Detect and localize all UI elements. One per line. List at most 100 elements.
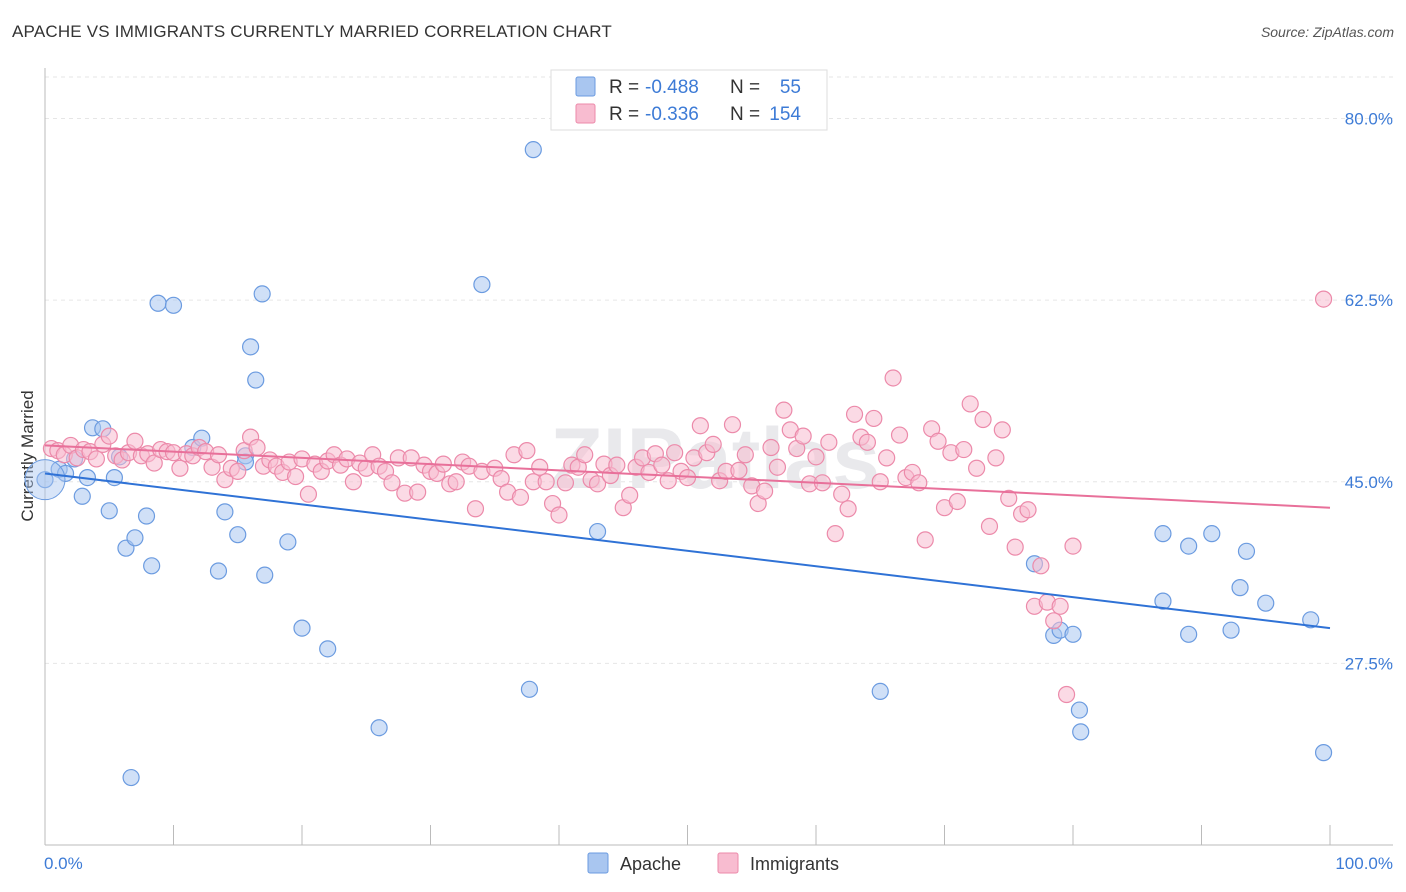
immigrants-point xyxy=(171,459,189,477)
apache-point-large xyxy=(24,459,66,501)
apache-point xyxy=(253,285,271,303)
apache-point xyxy=(36,471,54,489)
immigrants-point xyxy=(511,488,530,506)
immigrants-point xyxy=(974,410,992,429)
x-tick-label-min: 0.0% xyxy=(44,854,83,873)
immigrants-point xyxy=(980,517,999,535)
immigrants-trend-line xyxy=(44,444,1331,509)
apache-point xyxy=(56,464,75,483)
immigrants-point xyxy=(807,448,825,466)
immigrants-point xyxy=(878,449,896,467)
apache-point xyxy=(1203,525,1221,543)
immigrants-point xyxy=(409,483,427,501)
stats-swatch xyxy=(575,76,596,97)
immigrants-point xyxy=(794,427,812,445)
immigrants-point xyxy=(826,525,844,543)
axes xyxy=(44,68,1393,846)
apache-point xyxy=(229,526,247,544)
immigrants-point xyxy=(839,500,857,518)
immigrants-point xyxy=(1032,557,1050,575)
immigrants-point xyxy=(916,531,934,549)
immigrants-point xyxy=(968,459,986,477)
immigrants-point xyxy=(890,426,909,444)
immigrants-point xyxy=(344,473,362,491)
immigrants-point xyxy=(730,461,748,479)
immigrants-point xyxy=(466,500,485,518)
immigrants-point xyxy=(858,433,877,451)
immigrants-point xyxy=(1057,685,1076,704)
x-tick-labels: 0.0% 100.0% xyxy=(44,854,1393,873)
immigrants-point xyxy=(640,463,658,482)
immigrants-point xyxy=(704,435,722,453)
immigrants-point xyxy=(447,473,465,491)
immigrants-point xyxy=(955,440,973,459)
apache-point xyxy=(293,619,311,637)
apache-point xyxy=(149,294,167,312)
immigrants-point xyxy=(1314,290,1333,308)
y-tick-label: 80.0% xyxy=(1345,110,1393,129)
apache-point xyxy=(209,562,228,580)
immigrants-point xyxy=(1000,489,1018,507)
stats-n-value: 55 xyxy=(780,77,801,98)
immigrants-point xyxy=(755,482,774,500)
immigrants-point xyxy=(608,456,626,474)
apache-point xyxy=(73,487,91,505)
immigrants-point xyxy=(884,369,902,387)
immigrants-point xyxy=(531,458,549,476)
stats-n-label: N = xyxy=(730,104,760,125)
chart-title: APACHE VS IMMIGRANTS CURRENTLY MARRIED C… xyxy=(12,22,612,41)
apache-point xyxy=(1070,701,1089,719)
stats-r-value: -0.488 xyxy=(645,77,699,98)
immigrants-point xyxy=(1064,537,1082,555)
source-label: Source: ZipAtlas.com xyxy=(1260,24,1394,40)
apache-point xyxy=(247,371,265,389)
apache-point xyxy=(520,680,539,698)
immigrants-point xyxy=(865,409,883,428)
legend-swatch xyxy=(587,852,609,874)
apache-point xyxy=(164,296,183,314)
apache-point xyxy=(1302,611,1320,629)
data-points xyxy=(24,141,1333,787)
immigrants-point xyxy=(576,446,594,464)
immigrants-point xyxy=(723,416,742,434)
immigrants-point xyxy=(286,467,305,486)
immigrants-point xyxy=(987,449,1005,467)
immigrants-point xyxy=(383,474,401,492)
x-tick-label-max: 100.0% xyxy=(1335,854,1393,873)
apache-point xyxy=(588,522,607,541)
stats-r-value: -0.336 xyxy=(645,104,699,125)
apache-point xyxy=(524,141,542,159)
apache-point xyxy=(1314,744,1333,762)
apache-point xyxy=(1154,525,1172,543)
apache-point xyxy=(1231,579,1249,597)
apache-point xyxy=(122,768,140,787)
immigrants-point xyxy=(820,433,838,451)
apache-point xyxy=(370,719,388,737)
y-tick-label: 62.5% xyxy=(1345,291,1393,310)
immigrants-point xyxy=(1045,612,1063,630)
immigrants-point xyxy=(1006,538,1024,556)
y-tick-labels: 27.5% 45.0% 62.5% 80.0% xyxy=(1345,110,1393,674)
legend-label: Apache xyxy=(620,854,681,874)
immigrants-point xyxy=(537,473,555,491)
apache-point xyxy=(1180,537,1198,555)
immigrants-point xyxy=(229,462,247,480)
immigrants-point xyxy=(833,485,851,503)
stats-n-value: 154 xyxy=(769,104,801,125)
apache-point xyxy=(1072,723,1090,741)
apache-point xyxy=(279,533,297,551)
stats-r-label: R = xyxy=(609,104,639,125)
apache-point xyxy=(137,507,156,525)
immigrants-point xyxy=(518,442,536,460)
immigrants-point xyxy=(653,456,671,474)
apache-point xyxy=(1222,621,1240,639)
apache-point xyxy=(100,502,118,520)
immigrants-point xyxy=(402,449,420,467)
stats-box xyxy=(550,69,828,131)
immigrants-point xyxy=(993,421,1011,439)
immigrants-point xyxy=(948,492,966,511)
immigrants-point xyxy=(871,473,889,491)
stats-swatch xyxy=(575,103,596,124)
immigrants-point xyxy=(775,401,793,419)
